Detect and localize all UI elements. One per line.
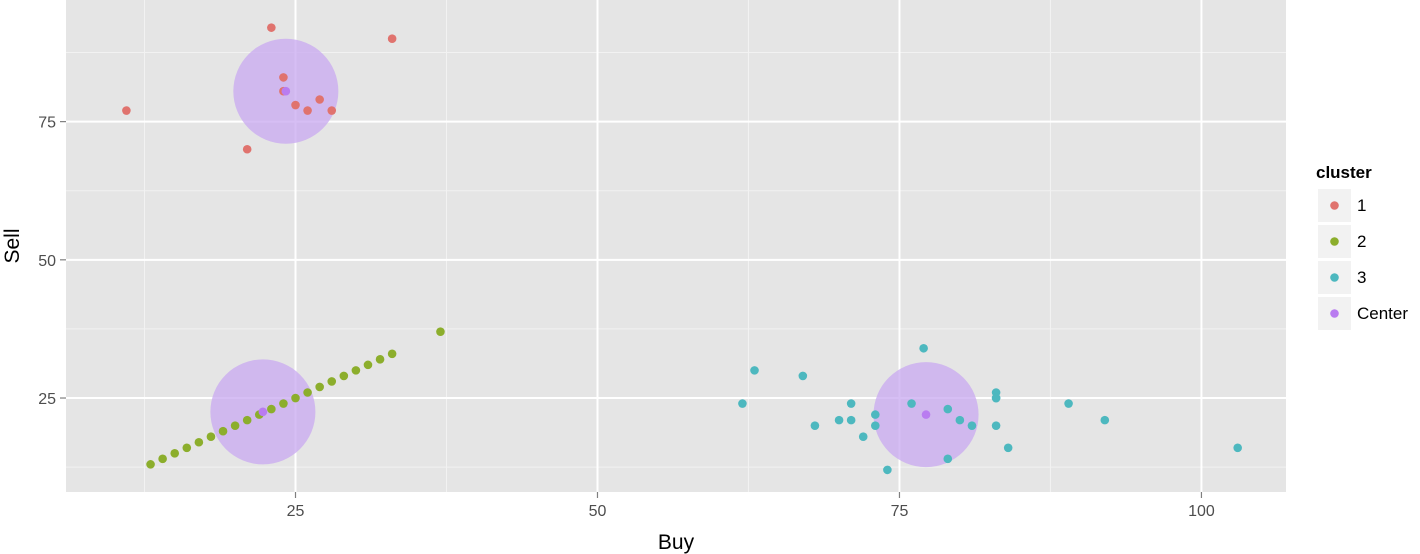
point-2	[436, 327, 445, 336]
legend-swatch	[1330, 309, 1339, 318]
legend-label: Center	[1357, 304, 1408, 323]
point-1	[267, 23, 276, 32]
point-3	[943, 404, 953, 414]
point-1	[387, 34, 397, 43]
point-3	[919, 343, 928, 353]
point-3	[991, 393, 1001, 403]
point-3	[871, 421, 880, 430]
point-3	[738, 399, 747, 408]
point-2	[242, 415, 252, 425]
point-1	[279, 73, 288, 82]
point-2	[146, 460, 155, 469]
point-1	[122, 106, 131, 115]
point-3	[943, 454, 953, 464]
point-2	[327, 377, 337, 386]
point-2	[170, 449, 180, 458]
point-1	[303, 106, 312, 115]
point-3	[858, 432, 868, 442]
y-tick-label: 25	[38, 391, 56, 408]
y-tick-label: 75	[38, 115, 56, 132]
point-3	[871, 410, 880, 419]
point-3	[1064, 399, 1073, 408]
point-2	[230, 421, 240, 430]
point-3	[810, 421, 820, 430]
point-3	[1003, 443, 1013, 453]
axis-ticks: 25 50 75 100 25 50 75	[38, 115, 1215, 520]
point-2	[158, 454, 167, 464]
x-tick-label: 75	[891, 503, 909, 520]
legend-label: 1	[1357, 196, 1366, 215]
point-center	[281, 86, 291, 96]
point-2	[339, 371, 349, 381]
point-2	[363, 360, 373, 370]
point-3	[846, 399, 856, 408]
legend-title: cluster	[1316, 163, 1372, 182]
data-points	[122, 23, 1242, 475]
point-center	[258, 407, 268, 417]
point-3	[907, 399, 916, 408]
point-3	[955, 415, 965, 425]
x-tick-label: 100	[1188, 503, 1215, 520]
legend-swatch	[1330, 237, 1339, 246]
point-2	[206, 432, 216, 442]
point-2	[315, 382, 324, 392]
point-1	[242, 144, 252, 154]
point-3	[846, 415, 856, 425]
point-2	[279, 399, 288, 408]
point-2	[375, 355, 385, 364]
point-center	[921, 410, 931, 419]
point-3	[750, 366, 759, 375]
x-axis-title: Buy	[658, 531, 695, 554]
point-3	[967, 421, 977, 430]
point-2	[303, 388, 312, 397]
point-2	[194, 437, 204, 447]
legend-swatch	[1330, 273, 1339, 282]
legend-swatch	[1330, 201, 1339, 210]
point-3	[991, 421, 1001, 430]
point-3	[798, 371, 808, 381]
point-3	[1100, 415, 1110, 425]
point-1	[291, 100, 300, 110]
point-2	[351, 366, 361, 375]
legend-label: 2	[1357, 232, 1366, 251]
legend: cluster 1 2 3 Center	[1316, 163, 1408, 330]
point-2	[218, 426, 228, 436]
point-2	[182, 443, 192, 453]
point-1	[315, 95, 324, 104]
point-2	[291, 393, 300, 403]
x-tick-label: 25	[287, 503, 305, 520]
point-3	[1233, 443, 1242, 453]
y-axis-title: Sell	[1, 228, 24, 263]
x-tick-label: 50	[589, 503, 607, 520]
y-tick-label: 50	[38, 253, 56, 270]
point-2	[267, 404, 276, 414]
point-2	[387, 349, 397, 359]
legend-label: 3	[1357, 268, 1366, 287]
point-3	[834, 415, 844, 425]
point-1	[327, 106, 337, 115]
point-3	[883, 465, 892, 475]
